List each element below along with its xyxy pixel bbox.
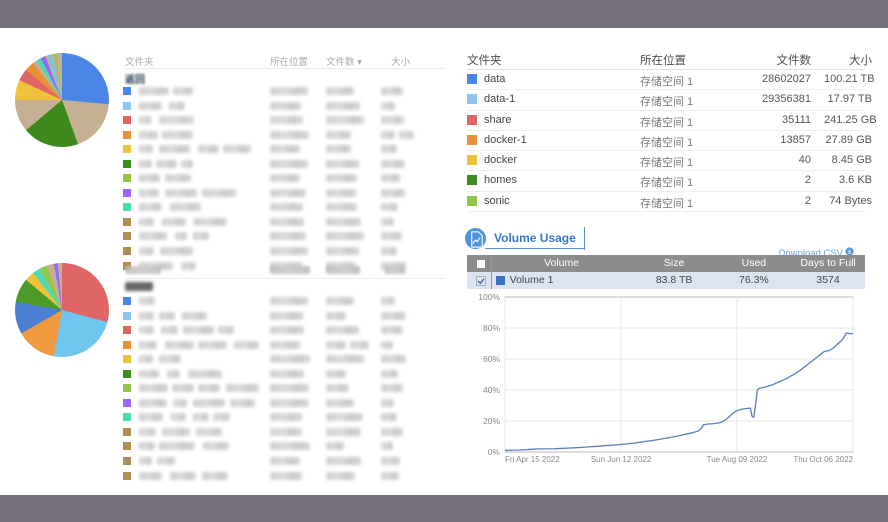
svg-text:Thu Oct 06 2022: Thu Oct 06 2022 <box>793 455 853 464</box>
svg-text:Tue Aug 09 2022: Tue Aug 09 2022 <box>707 455 768 464</box>
svg-text:60%: 60% <box>483 354 500 364</box>
svg-text:0%: 0% <box>488 447 501 457</box>
svg-text:80%: 80% <box>483 323 500 333</box>
svg-text:100%: 100% <box>478 292 500 302</box>
svg-text:Fri Apr 15 2022: Fri Apr 15 2022 <box>505 455 560 464</box>
svg-text:40%: 40% <box>483 385 500 395</box>
svg-text:Sun Jun 12 2022: Sun Jun 12 2022 <box>591 455 652 464</box>
svg-text:20%: 20% <box>483 416 500 426</box>
